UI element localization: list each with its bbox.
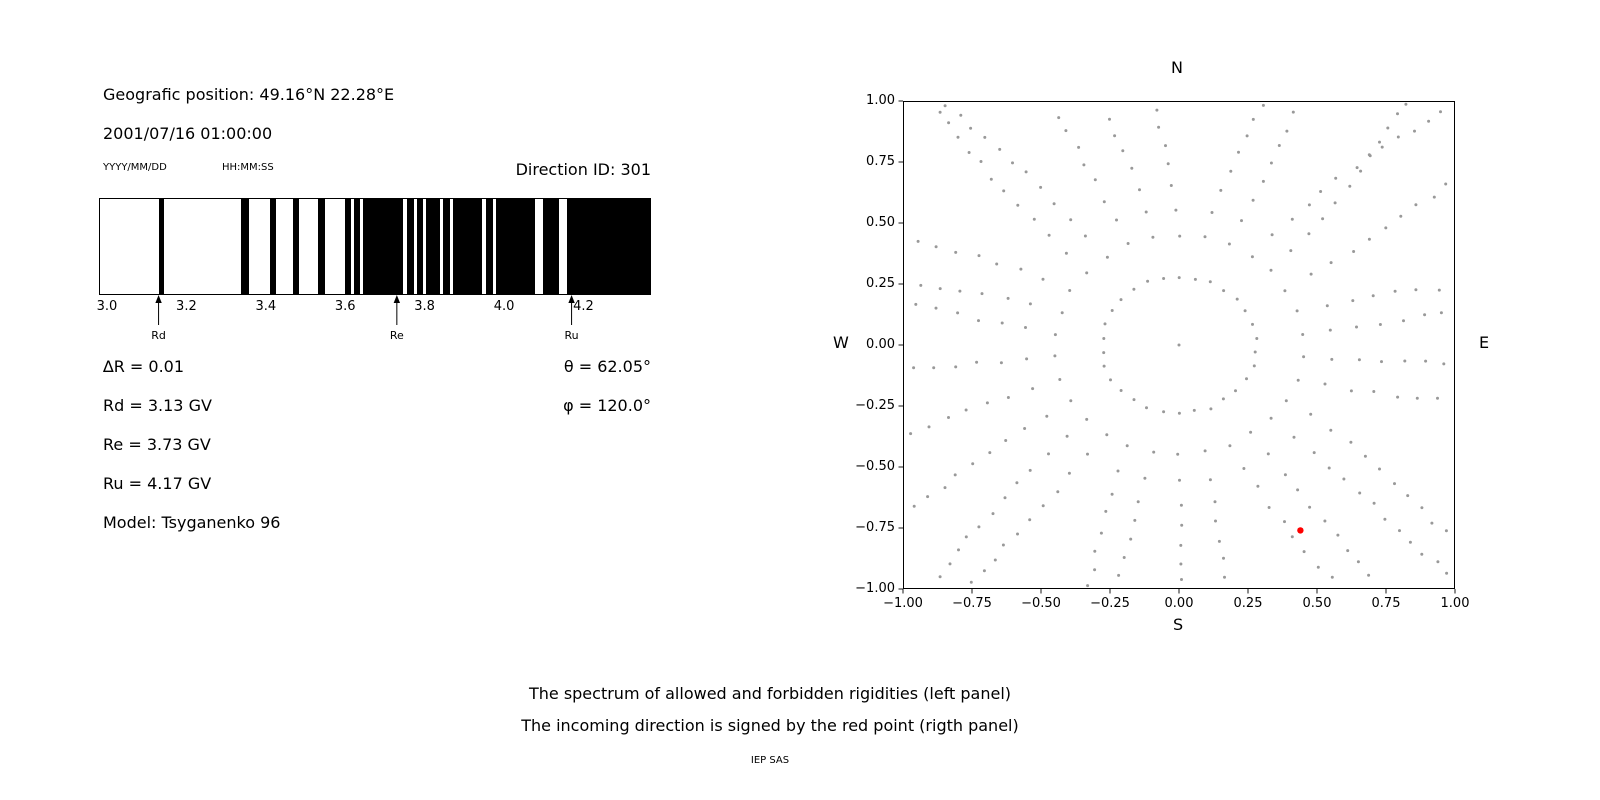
allowed-rigidity-band [443, 199, 450, 294]
allowed-rigidity-band [485, 199, 494, 294]
x-tick-label: −0.50 [1021, 596, 1061, 611]
y-tick-label: 1.00 [866, 93, 895, 108]
rigidity-spectrum-plot [99, 198, 651, 295]
spectrum-tick-label: 4.2 [573, 299, 594, 314]
caption-line-2: The incoming direction is signed by the … [521, 716, 1019, 735]
time-format-label: HH:MM:SS [222, 162, 274, 173]
rd-value: Rd = 3.13 GV [103, 396, 212, 415]
allowed-rigidity-band [566, 199, 650, 294]
rigidity-spectrum-panel: 3.0 3.2 3.4 3.6 3.8 4.0 4.2 Rd Re Ru [97, 198, 651, 350]
phi-value: φ = 120.0° [563, 396, 651, 415]
theta-value: θ = 62.05° [563, 357, 651, 376]
model-name: Model: Tsyganenko 96 [103, 513, 281, 532]
allowed-rigidity-band [241, 199, 249, 294]
allowed-rigidity-band [158, 199, 164, 294]
direction-id: Direction ID: 301 [515, 160, 651, 179]
allowed-rigidity-band [344, 199, 351, 294]
x-tick-label: 1.00 [1440, 596, 1470, 611]
red-incoming-direction-point [1297, 527, 1304, 534]
compass-south-label: S [1173, 615, 1184, 634]
cutoff-marker-re: Re [390, 295, 404, 342]
datetime-value: 2001/07/16 01:00:00 [103, 124, 273, 143]
caption-line-1: The spectrum of allowed and forbidden ri… [528, 684, 1012, 703]
direction-scatter [898, 100, 1456, 594]
allowed-rigidity-band [425, 199, 440, 294]
cutoff-marker-rd: Rd [151, 295, 166, 342]
cutoff-marker-ru: Ru [565, 295, 579, 342]
ru-value: Ru = 4.17 GV [103, 474, 212, 493]
allowed-rigidity-band [362, 199, 403, 294]
compass-east-label: E [1479, 333, 1490, 352]
allowed-rigidity-band [542, 199, 560, 294]
cutoff-arrows: Rd Re Ru [151, 295, 579, 342]
credit-label: IEP SAS [750, 755, 790, 766]
x-tick-label: −0.25 [1090, 596, 1130, 611]
y-tick-label: 0.50 [866, 215, 895, 230]
allowed-rigidity-band [269, 199, 277, 294]
y-tick-label: −0.50 [855, 459, 895, 474]
asymptotic-direction-dots [909, 102, 1449, 588]
date-format-label: YYYY/MM/DD [103, 162, 167, 173]
allowed-rigidity-band [354, 199, 361, 294]
x-tick-label: 0.25 [1233, 596, 1263, 611]
x-tick-label: 0.00 [1164, 596, 1194, 611]
y-tick-label: 0.00 [866, 337, 895, 352]
compass-north-label: N [1171, 58, 1183, 77]
delta-r-value: ∆R = 0.01 [103, 357, 185, 376]
allowed-rigidity-band [417, 199, 423, 294]
allowed-rigidity-band [452, 199, 482, 294]
spectrum-tick-label: 3.6 [334, 299, 356, 314]
allowed-rigidity-band [292, 199, 300, 294]
allowed-rigidity-band [318, 199, 325, 294]
compass-west-label: W [833, 333, 849, 352]
direction-map-panel: N S W E −1.00 −0.75 −0.50 −0.25 0.00 0.25 0.50… [833, 58, 1489, 634]
x-tick-label: 0.75 [1371, 596, 1401, 611]
spectrum-tick-label: 3.0 [96, 299, 118, 314]
y-tick-label: −1.00 [855, 581, 895, 596]
re-value: Re = 3.73 GV [103, 435, 211, 454]
x-tick-label: 0.50 [1302, 596, 1332, 611]
y-tick-label: −0.25 [855, 398, 895, 413]
geographic-position: Geografic position: 49.16°N 22.28°E [103, 85, 395, 104]
x-tick-label: −1.00 [883, 596, 923, 611]
spectrum-tick-label: 4.0 [493, 299, 515, 314]
spectrum-tick-label: 3.8 [414, 299, 435, 314]
svg-text:Re: Re [390, 329, 404, 342]
y-tick-label: 0.75 [866, 154, 895, 169]
x-tick-label: −0.75 [952, 596, 992, 611]
spectrum-tick-label: 3.4 [255, 299, 277, 314]
svg-text:Ru: Ru [565, 329, 579, 342]
allowed-rigidity-band [495, 199, 536, 294]
svg-text:Rd: Rd [151, 329, 166, 342]
y-tick-label: −0.75 [855, 520, 895, 535]
allowed-rigidity-band [406, 199, 414, 294]
y-tick-label: 0.25 [866, 276, 895, 291]
spectrum-tick-label: 3.2 [176, 299, 197, 314]
